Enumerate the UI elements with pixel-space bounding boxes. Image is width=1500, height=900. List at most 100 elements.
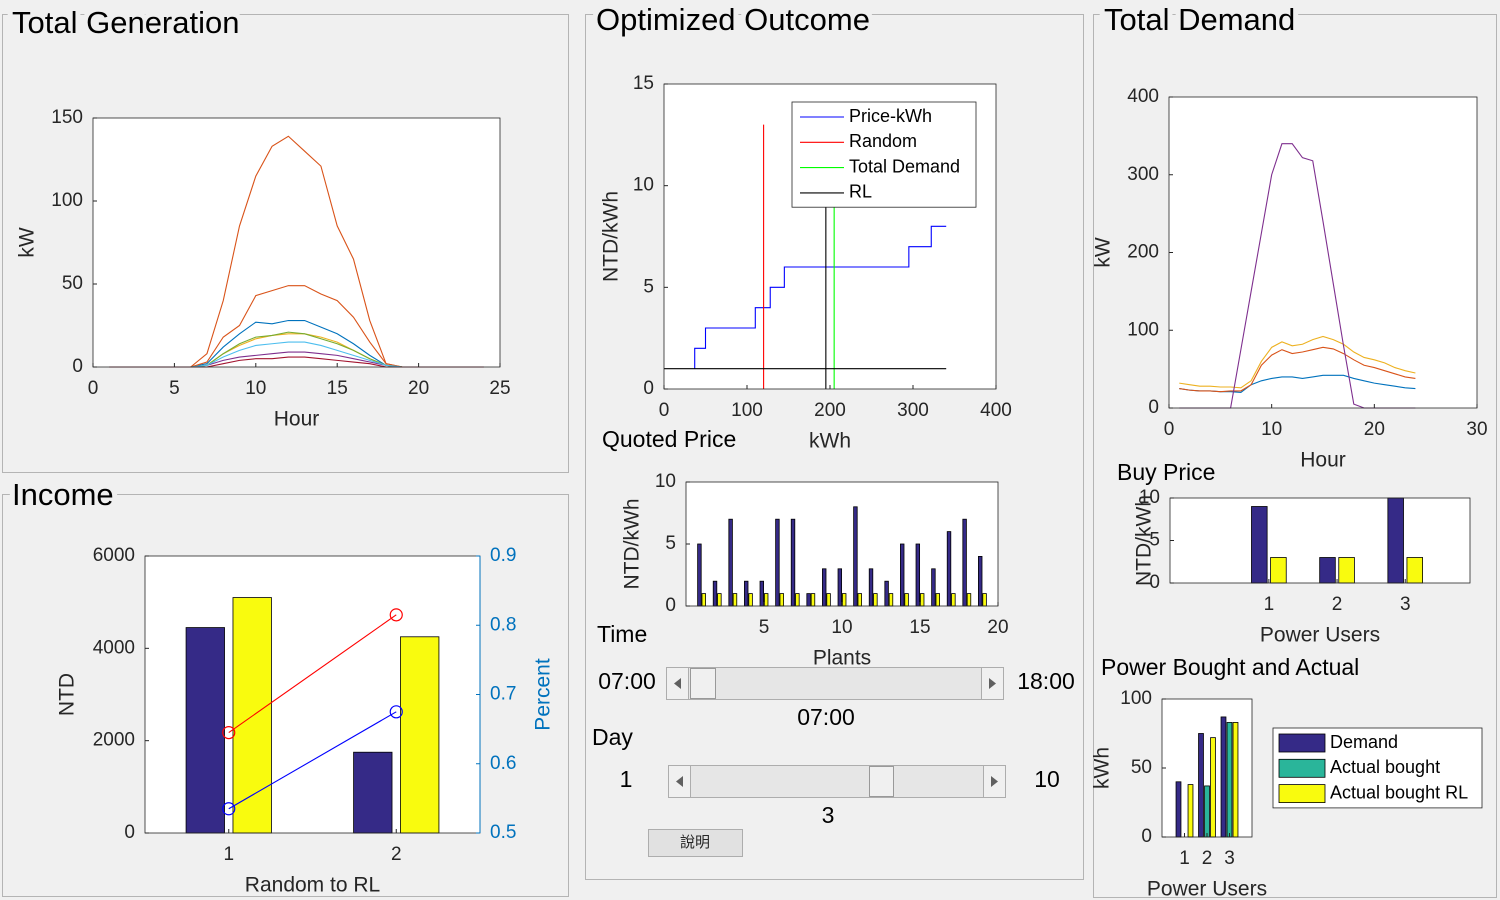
x-tick-label: 1 xyxy=(223,844,234,865)
plot-area xyxy=(1169,97,1477,408)
panel-title: Total Demand xyxy=(1104,2,1295,37)
slider-track[interactable] xyxy=(668,765,1006,798)
panel-frame xyxy=(1093,14,1497,898)
y-tick-label: 400 xyxy=(1127,86,1159,107)
y-tick-label: 0 xyxy=(665,595,676,616)
bar xyxy=(822,568,827,607)
axes: 0 100 200 300 400 0 5 10 15 kWh NTD/kWh Price-kWh Ra… xyxy=(600,73,1012,453)
y-tick-label: 10 xyxy=(1139,487,1160,508)
bar xyxy=(1187,784,1194,838)
axes: 1 2 0 2000 4000 6000 0.5 0.6 0.7 0.8 0.9 Random to … xyxy=(56,545,555,897)
x-tick-label: 0 xyxy=(88,378,99,399)
y-tick-label: 200 xyxy=(1127,242,1159,263)
y-tick-label: 10 xyxy=(633,175,654,196)
x-tick-label: 100 xyxy=(731,400,763,421)
bar xyxy=(1270,557,1287,584)
bar xyxy=(775,518,780,607)
marker xyxy=(389,608,403,622)
x-axis-label: Hour xyxy=(1300,449,1346,472)
y2-tick-label: 0.8 xyxy=(490,614,516,635)
help-button[interactable] xyxy=(648,829,743,857)
line xyxy=(1179,346,1416,393)
panel-title: Income xyxy=(12,477,114,512)
y-tick-label: 10 xyxy=(655,471,676,492)
x-tick-label: 30 xyxy=(1466,419,1487,440)
bar xyxy=(919,593,925,607)
x-tick-label: 1 xyxy=(1264,594,1275,615)
y-tick-label: 5 xyxy=(1149,530,1160,551)
x-tick-label: 0 xyxy=(1164,419,1175,440)
bar xyxy=(962,518,967,607)
bar xyxy=(935,593,940,607)
bar xyxy=(931,568,936,607)
marker xyxy=(389,705,403,719)
slider-min: 07:00 xyxy=(598,668,656,694)
y-axis-label: NTD xyxy=(56,673,79,716)
y-tick-label: 150 xyxy=(51,107,83,128)
y-tick-label: 100 xyxy=(1120,688,1152,709)
bar xyxy=(1232,722,1239,838)
panel-frame xyxy=(2,494,569,897)
y-tick-label: 5 xyxy=(643,276,654,297)
bar xyxy=(900,543,905,607)
bar xyxy=(1251,506,1268,584)
legend-label: Price-kWh xyxy=(849,106,932,126)
x-tick-label: 25 xyxy=(489,378,510,399)
bar xyxy=(1204,785,1210,838)
y-tick-label: 5 xyxy=(665,533,676,554)
slider-thumb[interactable] xyxy=(690,668,716,699)
line xyxy=(228,711,397,810)
bar xyxy=(790,518,796,607)
panels xyxy=(2,14,1497,898)
y-axis-label: kW xyxy=(16,227,39,258)
x-axis-label: Power Users xyxy=(1147,878,1267,900)
bar xyxy=(826,593,831,607)
x-tick-label: 2 xyxy=(1202,848,1213,869)
bar xyxy=(232,597,272,834)
bar xyxy=(837,568,843,607)
bar xyxy=(884,580,889,607)
time-slider[interactable] xyxy=(666,667,1004,700)
legend-label: Actual bought xyxy=(1330,757,1440,777)
bar xyxy=(853,506,858,607)
marker xyxy=(222,802,236,816)
bar xyxy=(353,751,393,834)
y2-tick-label: 0.7 xyxy=(490,684,516,705)
axes-box xyxy=(92,117,501,368)
line xyxy=(694,225,947,369)
arrow-icon xyxy=(989,678,996,689)
x-axis-label: Power Users xyxy=(1260,624,1380,647)
y-tick-label: 100 xyxy=(1127,319,1159,340)
slider-max: 10 xyxy=(1034,766,1060,792)
day-slider[interactable] xyxy=(668,765,1006,798)
bar xyxy=(728,518,733,607)
help-button-label[interactable]: 說明 xyxy=(680,834,710,851)
y-tick-label: 300 xyxy=(1127,164,1159,185)
label: Time xyxy=(597,621,647,647)
chart-title: Buy Price xyxy=(1117,459,1215,485)
y-tick-label: 0 xyxy=(643,378,654,399)
legend-swatch xyxy=(1278,784,1326,803)
slider-thumb[interactable] xyxy=(869,766,894,797)
y-axis-label: NTD/kWh xyxy=(600,191,623,282)
panel-title: Optimized Outcome xyxy=(596,2,870,37)
legend-swatch xyxy=(1278,733,1326,753)
slider-track[interactable] xyxy=(666,667,1004,700)
label: Day xyxy=(592,724,633,750)
axes: 5 10 15 20 0 5 10 Plants NTD/kWh xyxy=(621,471,1009,670)
x-axis-label: Hour xyxy=(274,408,320,431)
axes: 0 5 10 15 20 25 0 50 100 150 Hour kW xyxy=(16,107,511,431)
bar xyxy=(185,627,225,834)
line xyxy=(228,614,397,734)
arrow-icon xyxy=(991,776,998,787)
series xyxy=(1251,497,1423,584)
bar xyxy=(1210,737,1216,838)
line xyxy=(1179,335,1416,389)
y-tick-label: 100 xyxy=(51,190,83,211)
x-tick-label: 20 xyxy=(1364,419,1385,440)
axes: 1 2 3 0 5 10 Power Users NTD/kWh Buy Price xyxy=(1117,459,1471,647)
x-tick-label: 20 xyxy=(408,378,429,399)
